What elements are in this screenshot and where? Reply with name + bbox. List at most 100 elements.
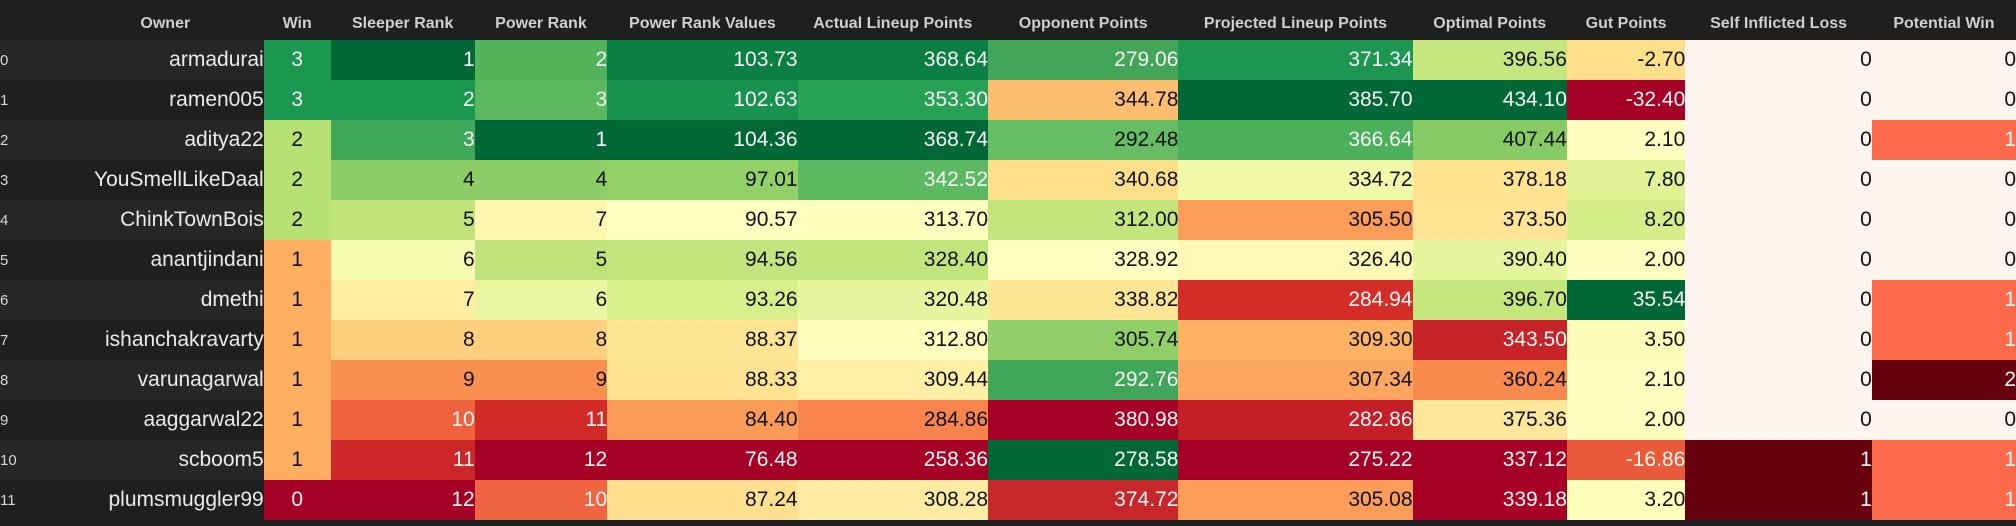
- column-header-power-rank-values: Power Rank Values: [629, 15, 776, 32]
- actual-lineup-points-cell: 313.70: [797, 200, 988, 240]
- win-cell: 1: [263, 320, 331, 360]
- owner-cell: aaggarwal22: [66, 400, 264, 440]
- column-header-index: [0, 8, 67, 40]
- power-rank-values-cell: 93.26: [607, 280, 798, 320]
- row-index: 9: [0, 400, 67, 440]
- win-cell: 1: [263, 400, 331, 440]
- table-row: 7 ishanchakravarty 1 8 8 88.37 312.80 305.74 309…: [0, 320, 2016, 360]
- win-cell: 2: [263, 120, 331, 160]
- column-header-projected-lineup-points: Projected Lineup Points: [1203, 15, 1388, 32]
- projected-lineup-points-cell: 305.50: [1178, 200, 1413, 240]
- projected-lineup-points-cell: 305.08: [1178, 480, 1413, 520]
- opponent-points-cell: 328.92: [988, 240, 1179, 280]
- opponent-points-cell: 340.68: [988, 160, 1179, 200]
- power-rank-values-cell: 87.24: [607, 480, 798, 520]
- gut-points-cell: -16.86: [1566, 440, 1686, 480]
- potential-win-cell: 0: [1871, 200, 2016, 240]
- power-rank-cell: 2: [474, 40, 608, 80]
- sleeper-rank-cell: 11: [330, 440, 475, 480]
- table-row: 5 anantjindani 1 6 5 94.56 328.40 328.92 326.40 3…: [0, 240, 2016, 280]
- column-header-sleeper-rank: Sleeper Rank: [351, 15, 454, 32]
- table-body: 0 armadurai 3 1 2 103.73 368.64 279.06 371.34 396…: [0, 40, 2016, 520]
- table-row: 6 dmethi 1 7 6 93.26 320.48 338.82 284.94 396.70 3…: [0, 280, 2016, 320]
- projected-lineup-points-cell: 309.30: [1178, 320, 1413, 360]
- actual-lineup-points-cell: 320.48: [797, 280, 988, 320]
- power-rank-cell: 9: [474, 360, 608, 400]
- projected-lineup-points-cell: 284.94: [1178, 280, 1413, 320]
- projected-lineup-points-cell: 275.22: [1178, 440, 1413, 480]
- power-rank-cell: 4: [474, 160, 608, 200]
- power-rank-cell: 1: [474, 120, 608, 160]
- potential-win-cell: 0: [1871, 80, 2016, 120]
- potential-win-cell: 1: [1871, 480, 2016, 520]
- actual-lineup-points-cell: 258.36: [797, 440, 988, 480]
- self-inflicted-loss-cell: 0: [1685, 120, 1872, 160]
- column-header-self-inflicted-loss: Self Inflicted Loss: [1710, 15, 1848, 32]
- win-cell: 2: [263, 200, 331, 240]
- row-index: 0: [0, 40, 67, 80]
- actual-lineup-points-cell: 328.40: [797, 240, 988, 280]
- optimal-points-cell: 339.18: [1412, 480, 1567, 520]
- power-rank-values-cell: 88.33: [607, 360, 798, 400]
- opponent-points-cell: 338.82: [988, 280, 1179, 320]
- optimal-points-cell: 337.12: [1412, 440, 1567, 480]
- self-inflicted-loss-cell: 0: [1685, 160, 1872, 200]
- actual-lineup-points-cell: 368.74: [797, 120, 988, 160]
- self-inflicted-loss-cell: 0: [1685, 200, 1872, 240]
- potential-win-cell: 2: [1871, 360, 2016, 400]
- power-rank-values-cell: 94.56: [607, 240, 798, 280]
- power-rank-values-cell: 76.48: [607, 440, 798, 480]
- power-rank-cell: 12: [474, 440, 608, 480]
- owner-cell: armadurai: [66, 40, 264, 80]
- opponent-points-cell: 278.58: [988, 440, 1179, 480]
- potential-win-cell: 0: [1871, 240, 2016, 280]
- opponent-points-cell: 279.06: [988, 40, 1179, 80]
- optimal-points-cell: 407.44: [1412, 120, 1567, 160]
- projected-lineup-points-cell: 334.72: [1178, 160, 1413, 200]
- gut-points-cell: -32.40: [1566, 80, 1686, 120]
- projected-lineup-points-cell: 371.34: [1178, 40, 1413, 80]
- owner-cell: dmethi: [66, 280, 264, 320]
- sleeper-rank-cell: 3: [330, 120, 475, 160]
- self-inflicted-loss-cell: 0: [1685, 40, 1872, 80]
- potential-win-cell: 1: [1871, 440, 2016, 480]
- owner-cell: YouSmellLikeDaal: [66, 160, 264, 200]
- power-rank-cell: 3: [474, 80, 608, 120]
- owner-cell: plumsmuggler99: [66, 480, 264, 520]
- self-inflicted-loss-cell: 0: [1685, 400, 1872, 440]
- actual-lineup-points-cell: 309.44: [797, 360, 988, 400]
- gut-points-cell: 2.10: [1566, 120, 1686, 160]
- power-rank-values-cell: 88.37: [607, 320, 798, 360]
- opponent-points-cell: 344.78: [988, 80, 1179, 120]
- column-header-actual-lineup-points: Actual Lineup Points: [813, 15, 973, 32]
- table-header-row: Owner Win Sleeper Rank Power Rank Power Rank…: [0, 8, 2016, 40]
- actual-lineup-points-cell: 284.86: [797, 400, 988, 440]
- optimal-points-cell: 390.40: [1412, 240, 1567, 280]
- potential-win-cell: 1: [1871, 280, 2016, 320]
- standings-table: Owner Win Sleeper Rank Power Rank Power Rank…: [0, 8, 2016, 520]
- owner-cell: ramen005: [66, 80, 264, 120]
- sleeper-rank-cell: 9: [330, 360, 475, 400]
- power-rank-values-cell: 90.57: [607, 200, 798, 240]
- self-inflicted-loss-cell: 1: [1685, 480, 1872, 520]
- potential-win-cell: 1: [1871, 320, 2016, 360]
- optimal-points-cell: 378.18: [1412, 160, 1567, 200]
- owner-cell: varunagarwal: [66, 360, 264, 400]
- row-index: 8: [0, 360, 67, 400]
- gut-points-cell: 2.10: [1566, 360, 1686, 400]
- power-rank-values-cell: 97.01: [607, 160, 798, 200]
- sleeper-rank-cell: 2: [330, 80, 475, 120]
- table-row: 2 aditya22 2 3 1 104.36 368.74 292.48 366.64 407.…: [0, 120, 2016, 160]
- opponent-points-cell: 292.76: [988, 360, 1179, 400]
- row-index: 6: [0, 280, 67, 320]
- potential-win-cell: 1: [1871, 120, 2016, 160]
- power-rank-cell: 10: [474, 480, 608, 520]
- column-header-win: Win: [282, 15, 312, 32]
- gut-points-cell: -2.70: [1566, 40, 1686, 80]
- self-inflicted-loss-cell: 1: [1685, 440, 1872, 480]
- gut-points-cell: 2.00: [1566, 240, 1686, 280]
- optimal-points-cell: 375.36: [1412, 400, 1567, 440]
- optimal-points-cell: 396.56: [1412, 40, 1567, 80]
- sleeper-rank-cell: 10: [330, 400, 475, 440]
- win-cell: 2: [263, 160, 331, 200]
